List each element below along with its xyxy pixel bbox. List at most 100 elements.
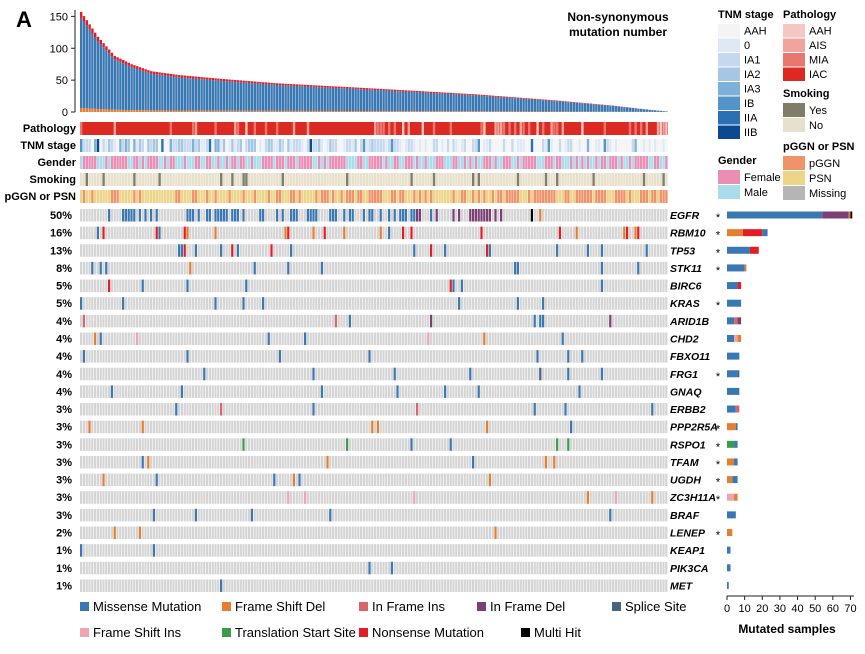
oncoprint-cell-separator — [581, 350, 582, 363]
oncoprint-cell-separator — [516, 438, 517, 451]
mutation-cell — [486, 209, 488, 222]
oncoprint-cell-separator — [376, 456, 377, 469]
oncoprint-cell-separator — [592, 350, 593, 363]
oncoprint-cell-separator — [418, 456, 419, 469]
pathology-cell — [520, 122, 522, 135]
oncoprint-cell-separator — [656, 332, 657, 345]
mutation-cell — [290, 244, 292, 257]
tmb-bar-segment — [265, 111, 267, 112]
oncoprint-cell-separator — [499, 262, 500, 275]
oncoprint-cell-separator — [494, 385, 495, 398]
track-label: pGGN or PSN — [4, 191, 76, 203]
oncoprint-cell-separator — [609, 421, 610, 434]
tmb-bar-segment — [377, 89, 379, 90]
lesion-type-cell — [497, 190, 499, 203]
mutation-cell — [343, 227, 345, 240]
oncoprint-cell-separator — [175, 244, 176, 257]
oncoprint-cell-separator — [133, 332, 134, 345]
tmb-bar-segment — [436, 92, 438, 93]
oncoprint-cell-separator — [102, 403, 103, 416]
oncoprint-cell-separator — [659, 209, 660, 222]
oncoprint-cell-separator — [491, 297, 492, 310]
oncoprint-cell-separator — [449, 438, 450, 451]
oncoprint-cell-separator — [449, 403, 450, 416]
oncoprint-cell-separator — [527, 262, 528, 275]
oncoprint-cell-separator — [558, 421, 559, 434]
oncoprint-cell-separator — [558, 332, 559, 345]
oncoprint-cell-separator — [144, 297, 145, 310]
oncoprint-cell-separator — [617, 438, 618, 451]
oncoprint-cell-separator — [152, 456, 153, 469]
oncoprint-cell-separator — [634, 438, 635, 451]
tmb-bar-segment — [618, 107, 620, 112]
oncoprint-cell-separator — [166, 350, 167, 363]
oncoprint-cell-separator — [578, 262, 579, 275]
oncoprint-cell-separator — [586, 244, 587, 257]
mutation-cell — [259, 209, 261, 222]
oncoprint-cell-separator — [499, 315, 500, 328]
oncoprint-cell-separator — [93, 368, 94, 381]
pathology-cell — [380, 122, 382, 135]
oncoprint-cell-separator — [427, 385, 428, 398]
tmb-bar-segment — [178, 77, 180, 110]
tnm-stage-cell — [436, 139, 438, 152]
oncoprint-cell-separator — [603, 227, 604, 240]
oncoprint-cell-separator — [194, 262, 195, 275]
oncoprint-cell-separator — [354, 332, 355, 345]
lesion-type-cell — [408, 190, 410, 203]
gender-cell — [660, 156, 662, 169]
oncoprint-cell-separator — [261, 297, 262, 310]
mutation-cell — [458, 297, 460, 310]
oncoprint-cell-separator — [256, 403, 257, 416]
tmb-bar-segment — [461, 95, 463, 112]
tnm-stage-cell — [394, 139, 396, 152]
oncoprint-cell-separator — [609, 227, 610, 240]
oncoprint-cell-separator — [583, 438, 584, 451]
tmb-bar-segment — [150, 74, 152, 111]
oncoprint-cell-separator — [508, 385, 509, 398]
oncoprint-cell-separator — [466, 403, 467, 416]
mutation-cell — [402, 227, 404, 240]
oncoprint-cell-separator — [303, 403, 304, 416]
oncoprint-cell-separator — [340, 438, 341, 451]
oncoprint-cell-separator — [488, 350, 489, 363]
oncoprint-cell-separator — [278, 421, 279, 434]
oncoprint-cell-separator — [256, 262, 257, 275]
oncoprint-cell-separator — [312, 227, 313, 240]
oncoprint-cell-separator — [483, 438, 484, 451]
oncoprint-cell-separator — [208, 227, 209, 240]
oncoprint-cell-separator — [575, 315, 576, 328]
smoking-cell — [438, 173, 440, 186]
oncoprint-cell-separator — [264, 421, 265, 434]
tnm-stage-cell — [296, 139, 298, 152]
oncoprint-cell-separator — [191, 244, 192, 257]
oncoprint-cell-separator — [637, 297, 638, 310]
oncoprint-cell-separator — [611, 209, 612, 222]
oncoprint-cell-separator — [452, 403, 453, 416]
oncoprint-cell-separator — [180, 297, 181, 310]
tmb-bar-segment — [606, 106, 608, 112]
oncoprint-cell-separator — [357, 332, 358, 345]
smoking-cell — [413, 173, 415, 186]
oncoprint-cell-separator — [298, 209, 299, 222]
oncoprint-cell-separator — [93, 456, 94, 469]
oncoprint-cell-separator — [485, 262, 486, 275]
oncoprint-cell-separator — [429, 227, 430, 240]
oncoprint-cell-separator — [287, 209, 288, 222]
tnm-stage-cell — [147, 139, 149, 152]
oncoprint-cell-separator — [625, 403, 626, 416]
oncoprint-cell-separator — [256, 332, 257, 345]
smoking-cell — [326, 173, 328, 186]
pathology-cell — [662, 122, 664, 135]
pathology-cell — [525, 122, 527, 135]
oncoprint-cell-separator — [396, 385, 397, 398]
oncoprint-cell-separator — [194, 385, 195, 398]
oncoprint-cell-separator — [306, 227, 307, 240]
mutation-cell — [483, 209, 485, 222]
oncoprint-cell-separator — [541, 244, 542, 257]
oncoprint-cell-separator — [522, 385, 523, 398]
gender-cell — [422, 156, 424, 169]
oncoprint-cell-separator — [519, 385, 520, 398]
oncoprint-cell-separator — [102, 262, 103, 275]
oncoprint-cell-separator — [189, 297, 190, 310]
